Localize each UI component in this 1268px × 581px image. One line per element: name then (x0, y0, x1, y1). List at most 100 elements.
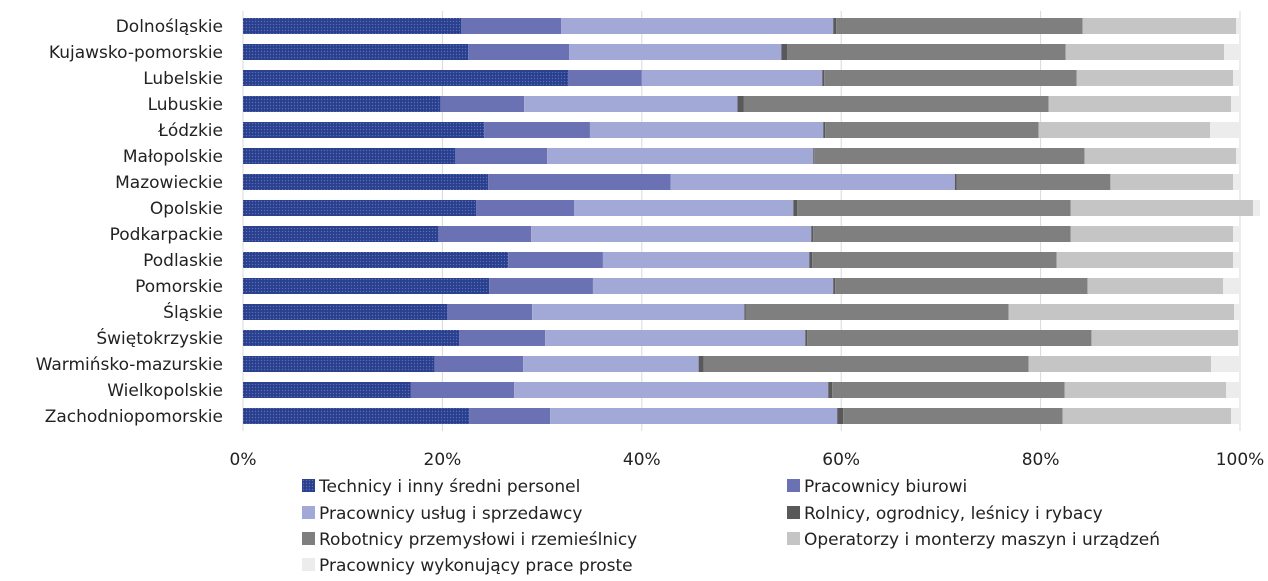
bar-segment (813, 148, 815, 164)
bar-segment (589, 122, 824, 138)
bar-segment (737, 96, 744, 112)
bar-segment (1231, 96, 1240, 112)
category-label: Zachodniopomorskie (45, 407, 223, 427)
category-label: Lubelskie (143, 69, 223, 89)
bar-segment (809, 252, 813, 268)
bar-segment (781, 44, 788, 60)
bar-segment (489, 278, 593, 294)
bar-segment (1231, 408, 1240, 424)
bar-segment (468, 44, 570, 60)
bar-segment (1082, 18, 1237, 34)
bar-segment (1087, 278, 1224, 294)
bar-segment (744, 304, 746, 320)
bar-segment (1070, 200, 1253, 216)
bar-segment (243, 200, 477, 216)
bar-segment (698, 356, 704, 372)
bar-segment (1110, 174, 1234, 190)
category-labels: Dolnośląskie Kujawsko-pomorskie Lubelskie L… (36, 17, 223, 427)
legend: Technicy i inny średni personel Pracownic… (302, 477, 1160, 576)
legend-swatch (302, 479, 315, 492)
bar-segment (745, 304, 1009, 320)
bar-segment (592, 278, 834, 294)
bar-segment (814, 148, 1085, 164)
bar-segment (670, 174, 955, 190)
category-label: Podkarpackie (110, 225, 223, 245)
bar-segment (602, 252, 810, 268)
legend-label: Robotnicy przemysłowi i rzemieślnicy (319, 530, 637, 550)
bar-segment (508, 252, 603, 268)
bar-segment (1233, 252, 1240, 268)
x-tick-label: 80% (1022, 450, 1060, 470)
bar-segment (243, 122, 485, 138)
bar-segment (438, 226, 532, 242)
x-tick-label: 0% (230, 450, 257, 470)
bar-segment (823, 122, 826, 138)
bar-segment (1224, 44, 1240, 60)
bar-segment (243, 330, 460, 346)
legend-swatch (787, 506, 800, 519)
bar-segment (797, 200, 1071, 216)
bar-segment (793, 200, 798, 216)
x-tick-label: 60% (822, 450, 860, 470)
bar-segment (1223, 278, 1240, 294)
bar-segment (828, 382, 833, 398)
bar-segment (1252, 200, 1260, 216)
bar-segment (243, 174, 489, 190)
bar-segment (243, 70, 569, 86)
bar-segment (832, 382, 1065, 398)
bar-segment (1056, 252, 1234, 268)
bar-segment (243, 304, 448, 320)
bar-segment (1236, 18, 1240, 34)
bar-segment (568, 70, 642, 86)
category-label: Lubuskie (148, 95, 223, 115)
bar-segment (545, 330, 806, 346)
legend-swatch (302, 558, 315, 571)
bar-segment (825, 122, 1039, 138)
bar-segment (843, 408, 1063, 424)
bar-segment (547, 148, 814, 164)
bar-segment (1038, 122, 1211, 138)
category-label: Kujawsko-pomorskie (49, 43, 223, 63)
bar-segment (243, 44, 469, 60)
bar-segment (833, 278, 836, 294)
bar-segment (524, 96, 738, 112)
bar-segment (410, 382, 515, 398)
bar-segment (469, 408, 551, 424)
bar-segment (641, 70, 823, 86)
bar-segment (1070, 226, 1234, 242)
category-label: Pomorskie (135, 277, 223, 297)
bar-segment (455, 148, 548, 164)
bar-segment (514, 382, 829, 398)
legend-swatch (787, 479, 800, 492)
bar-segment (835, 278, 1088, 294)
bar-segment (805, 330, 808, 346)
category-label: Małopolskie (123, 147, 223, 167)
bar-segment (459, 330, 546, 346)
bar-segment (461, 18, 562, 34)
bar-segment (822, 70, 825, 86)
bar-segment (243, 252, 509, 268)
category-label: Opolskie (150, 199, 223, 219)
legend-label: Pracownicy usług i sprzedawcy (319, 504, 582, 524)
bar-segment (1233, 174, 1240, 190)
bar-segment (476, 200, 575, 216)
bar-segment (1210, 122, 1240, 138)
category-label: Śląskie (163, 301, 223, 323)
bar-segment (1238, 330, 1240, 346)
bar-segment (243, 226, 439, 242)
bar-segment (532, 304, 745, 320)
bar-segment (824, 70, 1077, 86)
bar-segment (1211, 356, 1240, 372)
bar-segment (1234, 304, 1240, 320)
bar-segment (243, 96, 441, 112)
bar-segment (807, 330, 1092, 346)
legend-swatch (787, 532, 800, 545)
bar-segment (447, 304, 533, 320)
bar-segment (787, 44, 1066, 60)
bar-segment (1091, 330, 1239, 346)
bar-segment (243, 278, 490, 294)
bar-segment (1062, 408, 1232, 424)
legend-label: Technicy i inny średni personel (318, 477, 580, 497)
